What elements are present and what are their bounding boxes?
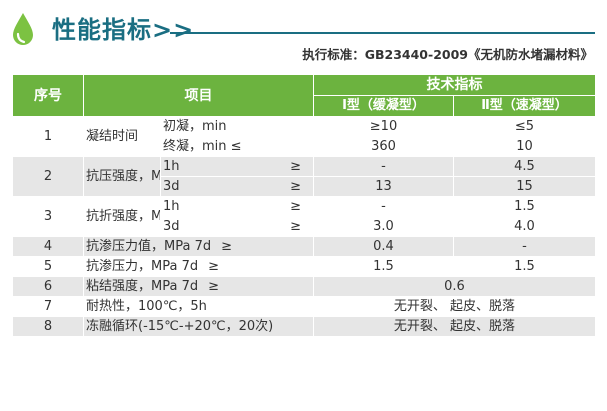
value-type2: 4.0 xyxy=(453,216,596,237)
property-text: 粘结强度，MPa 7d xyxy=(86,279,199,294)
row-group-label: 凝结时间 xyxy=(83,116,161,157)
condition-text: 初凝，min xyxy=(163,119,227,134)
title-divider xyxy=(170,32,595,34)
condition-symbol: ≥ xyxy=(290,219,301,234)
value-merged: 0.6 xyxy=(313,276,596,297)
property-text: 耐热性，100℃，5h xyxy=(86,299,207,314)
table-row: 3 抗折强度，MPa 1h ≥ - 1.5 xyxy=(12,196,596,237)
row-seq: 4 xyxy=(12,236,84,257)
col-header-spec: 技术指标 xyxy=(313,74,596,96)
water-drop-icon xyxy=(13,13,33,45)
property-text: 抗渗压力，MPa 7d xyxy=(86,259,199,274)
property-text: 冻融循环(-15℃-+20℃，20次) xyxy=(86,319,274,334)
value-type1: 360 xyxy=(313,136,454,157)
condition-text: 终凝，min ≤ xyxy=(163,139,242,154)
table-row: 1 凝结时间 初凝，min ≥10 ≤5 xyxy=(12,116,596,157)
row-property: 抗渗压力值，MPa 7d ≥ xyxy=(83,236,314,257)
table-row: 终凝，min ≤ 360 10 xyxy=(13,136,596,157)
table-row: 4 抗渗压力值，MPa 7d ≥ 0.4 - xyxy=(12,236,596,257)
value-type2: - xyxy=(453,236,596,257)
row-condition: 1h ≥ xyxy=(160,196,314,217)
value-type1: 3.0 xyxy=(313,216,454,237)
value-type2: 15 xyxy=(453,176,596,197)
condition-text: 1h xyxy=(163,199,180,214)
value-type1: 13 xyxy=(313,176,454,197)
row-seq: 5 xyxy=(12,256,84,277)
row-seq: 7 xyxy=(12,296,84,317)
row-property: 粘结强度，MPa 7d ≥ xyxy=(83,276,314,297)
col-header-type2: Ⅱ型（速凝型） xyxy=(453,95,596,117)
table-row: 2 抗压强度，MPa 1h ≥ - 4.5 xyxy=(12,156,596,197)
row-property: 冻融循环(-15℃-+20℃，20次) xyxy=(83,316,314,337)
row-condition: 初凝，min xyxy=(160,116,314,137)
row-seq: 6 xyxy=(12,276,84,297)
standard-reference: 执行标准：GB23440-2009《无机防水堵漏材料》 xyxy=(302,47,593,62)
value-type2: 10 xyxy=(453,136,596,157)
value-type1: 0.4 xyxy=(313,236,454,257)
table-row: 5 抗渗压力，MPa 7d ≥ 1.5 1.5 xyxy=(12,256,596,277)
col-header-item: 项目 xyxy=(83,74,314,117)
row-condition: 1h ≥ xyxy=(160,156,314,177)
value-type1: - xyxy=(313,196,454,217)
property-text: 抗渗压力值，MPa 7d xyxy=(86,239,212,254)
row-seq: 1 xyxy=(12,116,84,157)
row-seq: 2 xyxy=(12,156,84,197)
table-row: 6 粘结强度，MPa 7d ≥ 0.6 xyxy=(12,276,596,297)
col-header-seq: 序号 xyxy=(12,74,84,117)
condition-text: 1h xyxy=(163,159,180,174)
row-property: 抗渗压力，MPa 7d ≥ xyxy=(83,256,314,277)
table-subheader-row: Ⅰ型（缓凝型） Ⅱ型（速凝型） xyxy=(13,95,596,117)
row-property: 耐热性，100℃，5h xyxy=(83,296,314,317)
condition-text: 3d xyxy=(163,179,180,194)
row-group-label: 抗压强度，MPa xyxy=(83,156,161,197)
condition-text: 3d xyxy=(163,219,180,234)
property-symbol: ≥ xyxy=(208,279,219,294)
table-header-row: 序号 项目 技术指标 xyxy=(12,74,596,117)
table-row: 8 冻融循环(-15℃-+20℃，20次) 无开裂、 起皮、脱落 xyxy=(12,316,596,337)
property-symbol: ≥ xyxy=(221,239,232,254)
value-type1: - xyxy=(313,156,454,177)
row-condition: 3d ≥ xyxy=(160,176,314,197)
condition-symbol: ≥ xyxy=(290,179,301,194)
row-seq: 3 xyxy=(12,196,84,237)
col-header-type1: Ⅰ型（缓凝型） xyxy=(313,95,454,117)
spec-table: 序号 项目 技术指标 Ⅰ型（缓凝型） Ⅱ型（速凝型） 1 凝结时间 初凝，min… xyxy=(12,74,596,337)
page-title: 性能指标>> xyxy=(52,16,195,44)
value-type1: ≥10 xyxy=(313,116,454,137)
row-group-label: 抗折强度，MPa xyxy=(83,196,161,237)
row-condition: 终凝，min ≤ xyxy=(160,136,314,157)
value-merged: 无开裂、 起皮、脱落 xyxy=(313,296,596,317)
row-condition: 3d ≥ xyxy=(160,216,314,237)
value-type2: 1.5 xyxy=(453,256,596,277)
value-type2: 1.5 xyxy=(453,196,596,217)
table-row: 7 耐热性，100℃，5h 无开裂、 起皮、脱落 xyxy=(12,296,596,317)
condition-symbol: ≥ xyxy=(290,199,301,214)
value-merged: 无开裂、 起皮、脱落 xyxy=(313,316,596,337)
value-type2: 4.5 xyxy=(453,156,596,177)
condition-symbol: ≥ xyxy=(290,159,301,174)
value-type1: 1.5 xyxy=(313,256,454,277)
value-type2: ≤5 xyxy=(453,116,596,137)
row-seq: 8 xyxy=(12,316,84,337)
property-symbol: ≥ xyxy=(208,259,219,274)
